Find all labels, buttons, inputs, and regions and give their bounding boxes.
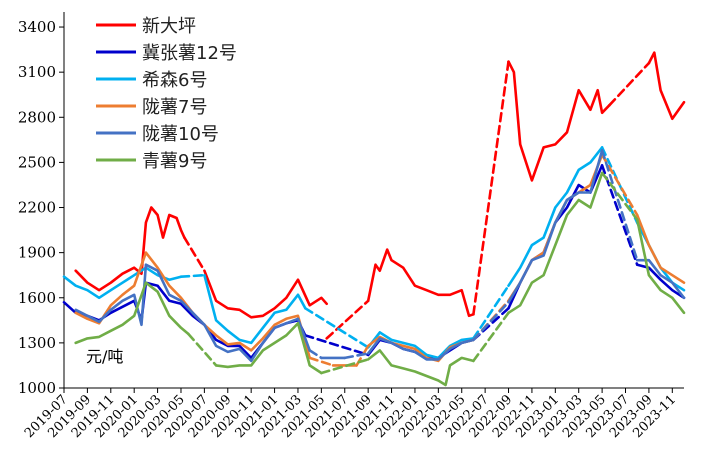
series-line-4-dashed-3	[343, 352, 370, 360]
series-line-0-dashed-1	[183, 236, 206, 273]
series-line-5-dashed-3	[320, 358, 370, 375]
y-tick-label: 1000	[18, 379, 56, 397]
series-5	[74, 171, 686, 387]
series-line-0-solid-2	[203, 269, 329, 319]
series-line-0-dashed-5	[472, 60, 510, 316]
series-2	[62, 146, 686, 360]
legend-label: 陇薯10号	[142, 124, 219, 145]
series-layer	[62, 51, 686, 387]
y-tick-label: 1600	[18, 289, 56, 307]
series-line-4-dashed-1	[308, 349, 323, 360]
y-tick-label: 2500	[18, 153, 56, 171]
y-tick-label: 3100	[18, 63, 56, 81]
y-tick-label: 2200	[18, 199, 56, 217]
series-line-2-solid-6	[507, 146, 604, 288]
series-line-4-solid-4	[366, 337, 475, 361]
series-line-2-solid-4	[366, 331, 475, 360]
series-line-5-solid-2	[214, 321, 323, 375]
y-axis-ticks: 1000 1300 1600 1900 2200 2500 2800 3100 3400	[18, 18, 64, 397]
y-tick-label: 2800	[18, 108, 56, 126]
series-line-5-solid-8	[635, 218, 686, 315]
unit-label: 元/吨	[86, 347, 123, 366]
legend-label: 希森6号	[142, 70, 207, 91]
y-tick-label: 1300	[18, 334, 56, 352]
series-line-1-dashed-1	[303, 334, 370, 357]
series-line-5-solid-4	[366, 349, 475, 387]
x-axis-ticks: 2019-072019-092019-112020-012020-032020-…	[22, 388, 679, 441]
series-line-4-dashed-5	[472, 300, 510, 342]
series-line-0-solid-8	[647, 51, 686, 121]
series-line-2-dashed-5	[472, 284, 510, 340]
series-line-4-solid-0	[74, 263, 312, 363]
series-line-2-dashed-1	[179, 273, 206, 279]
series-line-5-solid-0	[74, 281, 190, 345]
legend-label: 青薯9号	[142, 151, 207, 172]
series-line-5-solid-6	[507, 171, 604, 315]
series-line-2-dashed-3	[303, 306, 370, 349]
series-line-0-solid-6	[507, 60, 611, 182]
y-tick-label: 1900	[18, 244, 56, 262]
legend-label: 陇薯7号	[142, 97, 207, 118]
legend-label: 冀张薯12号	[142, 43, 237, 64]
series-0	[74, 51, 686, 340]
series-line-0-solid-0	[74, 206, 186, 292]
series-line-0-dashed-3	[325, 299, 370, 340]
legend-label: 新大坪	[142, 16, 196, 37]
series-line-5-dashed-7	[600, 171, 639, 221]
chart-axes	[63, 12, 684, 389]
series-line-5-dashed-1	[187, 332, 218, 367]
series-line-1-solid-6	[635, 263, 686, 300]
y-tick-label: 3400	[18, 18, 56, 36]
series-line-2-solid-2	[203, 273, 307, 345]
series-line-3-dashed-1	[308, 356, 335, 367]
series-line-3-solid-8	[635, 213, 686, 285]
series-line-1-dashed-5	[600, 164, 639, 267]
series-line-4-solid-6	[507, 149, 604, 304]
series-1	[62, 164, 686, 360]
series-line-5-dashed-5	[472, 311, 510, 363]
series-line-0-dashed-7	[608, 61, 651, 107]
series-line-4-dashed-7	[600, 149, 639, 262]
series-line-0-solid-4	[366, 248, 475, 318]
series-line-3-dashed-7	[600, 153, 639, 217]
series-4	[74, 149, 686, 363]
